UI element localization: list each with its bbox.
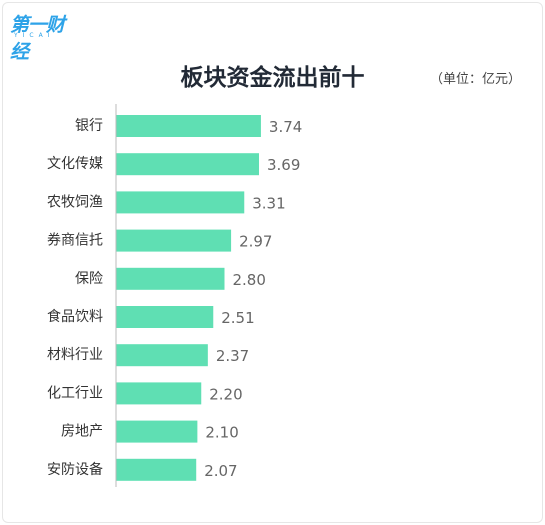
value-label: 2.51	[221, 309, 254, 327]
bar-1	[116, 153, 259, 176]
category-label: 安防设备	[47, 461, 103, 478]
value-label: 2.07	[204, 462, 237, 480]
bar-8	[116, 420, 198, 443]
brand-logo: 第一财经 YICAI	[10, 10, 80, 63]
category-label: 银行	[75, 118, 103, 134]
bar-5	[116, 306, 214, 328]
category-label: 材料行业	[47, 347, 103, 363]
value-label: 3.69	[267, 156, 300, 174]
category-label: 保险	[75, 271, 103, 287]
category-label: 券商信托	[47, 233, 103, 249]
bar-7	[116, 382, 202, 405]
logo-subtext: YICAI	[14, 32, 55, 39]
category-label: 食品饮料	[47, 308, 103, 325]
category-label: 文化传媒	[47, 156, 103, 172]
bar-0	[116, 115, 261, 137]
value-label: 2.10	[205, 424, 238, 442]
bar-2	[116, 191, 245, 214]
value-label: 2.97	[239, 233, 272, 251]
category-label: 农牧饲渔	[47, 194, 103, 210]
value-label: 3.31	[252, 194, 285, 212]
unit-label: （单位：亿元）	[429, 72, 521, 87]
bar-6	[116, 344, 208, 367]
bar-4	[116, 267, 225, 290]
value-label: 2.20	[209, 385, 242, 403]
bar-3	[116, 229, 232, 252]
logo-text: 第一财经	[10, 14, 65, 63]
category-label: 化工行业	[47, 385, 103, 401]
category-label: 房地产	[61, 424, 103, 440]
bar-9	[116, 458, 197, 481]
value-label: 2.80	[233, 271, 266, 289]
chart-title: 板块资金流出前十	[180, 65, 365, 91]
value-label: 3.74	[269, 118, 302, 136]
value-label: 2.37	[216, 347, 249, 365]
